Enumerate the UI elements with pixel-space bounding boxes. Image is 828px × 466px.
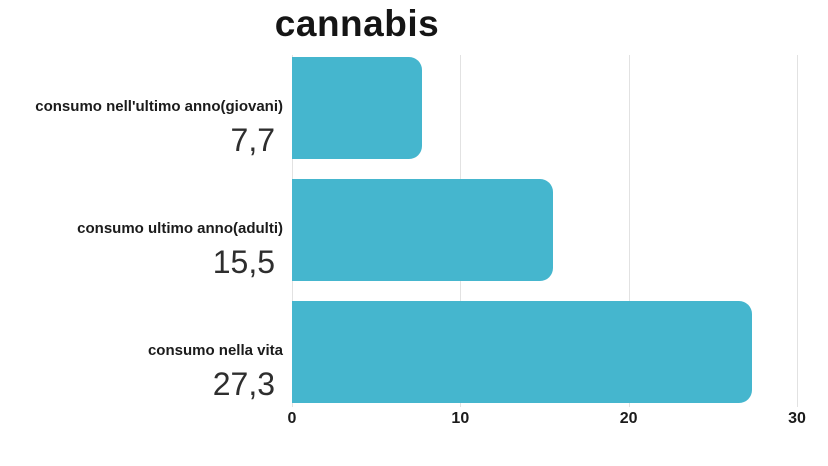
chart-title: cannabis [274, 3, 440, 44]
gridline [797, 55, 798, 407]
gridline [628, 55, 630, 407]
value-label: 7,7 [230, 122, 275, 158]
x-tick-label: 0 [287, 410, 297, 427]
category-label: consumo ultimo anno(adulti) [77, 220, 283, 237]
x-tick-label: 10 [451, 410, 470, 427]
bar [292, 301, 752, 403]
bar [292, 179, 553, 281]
category-label: consumo nell'ultimo anno(giovani) [35, 98, 283, 115]
category-label: consumo nella vita [147, 342, 283, 359]
value-label: 27,3 [212, 366, 275, 402]
category-labels-column: consumo nell'ultimo anno(giovani) 7,7 cons… [0, 0, 283, 466]
x-tick-label: 30 [788, 410, 806, 427]
label-group: consumo nell'ultimo anno(giovani) 7,7 [0, 97, 283, 159]
plot-area [292, 55, 798, 407]
label-group: consumo ultimo anno(adulti) 15,5 [0, 219, 283, 281]
bar [292, 57, 422, 159]
value-label: 15,5 [212, 244, 275, 280]
x-tick-label: 20 [619, 410, 638, 427]
x-axis: 0 10 20 30 [288, 409, 806, 431]
label-group: consumo nella vita 27,3 [0, 341, 283, 403]
